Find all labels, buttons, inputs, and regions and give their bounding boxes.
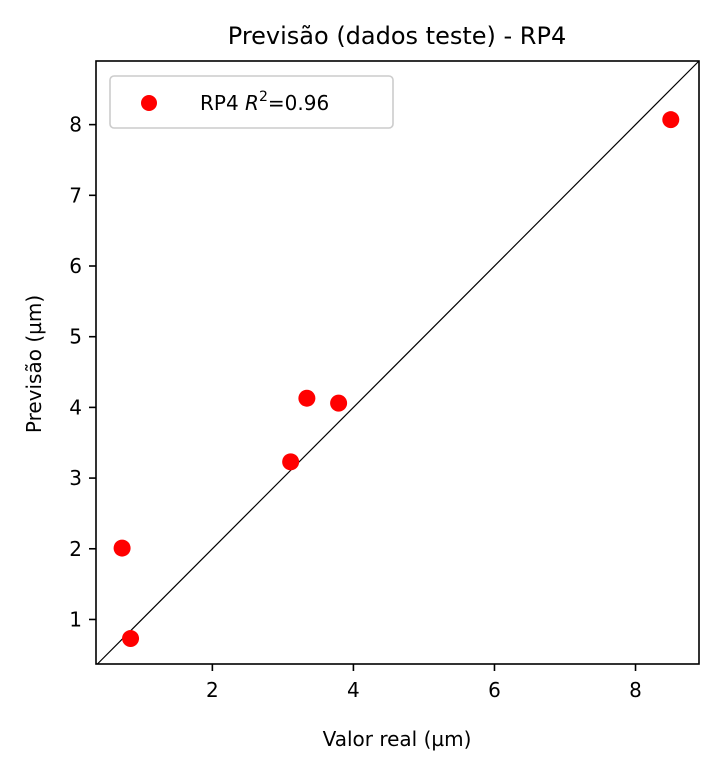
data-point xyxy=(330,394,348,412)
x-tick-label: 2 xyxy=(206,678,219,702)
data-point xyxy=(662,111,680,129)
data-points xyxy=(113,111,680,648)
y-tick-label: 7 xyxy=(69,183,82,207)
y-tick-label: 8 xyxy=(69,113,82,137)
legend-series-name: RP4 xyxy=(200,91,239,115)
x-axis-label: Valor real (µm) xyxy=(323,727,472,751)
data-point xyxy=(282,453,300,471)
y-axis-label: Previsão (µm) xyxy=(22,295,46,433)
x-tick-label: 8 xyxy=(629,678,642,702)
legend-box xyxy=(109,75,394,129)
y-tick-label: 1 xyxy=(69,607,82,631)
data-point xyxy=(122,630,140,648)
legend-label: RP4 R2=0.96 xyxy=(200,89,329,115)
y-axis-ticks: 1 2 3 4 5 6 7 8 xyxy=(69,113,96,631)
plot-frame xyxy=(95,60,700,665)
plot-area xyxy=(95,60,700,665)
legend-superscript: 2 xyxy=(259,89,268,105)
x-tick-label: 4 xyxy=(347,678,360,702)
x-axis-ticks: 2 4 6 8 xyxy=(206,664,642,702)
y-tick-label: 6 xyxy=(69,254,82,278)
legend: RP4 R2=0.96 xyxy=(109,75,394,129)
y-tick-label: 4 xyxy=(69,395,82,419)
chart-title: Previsão (dados teste) - RP4 xyxy=(228,22,566,50)
y-tick-label: 5 xyxy=(69,325,82,349)
legend-r-symbol: R xyxy=(245,91,259,115)
x-tick-label: 6 xyxy=(488,678,501,702)
identity-line xyxy=(96,60,700,665)
data-point xyxy=(113,539,131,557)
legend-r2-value: =0.96 xyxy=(268,91,329,115)
y-tick-label: 2 xyxy=(69,537,82,561)
legend-marker xyxy=(141,95,157,111)
data-point xyxy=(298,389,316,407)
y-tick-label: 3 xyxy=(69,466,82,490)
